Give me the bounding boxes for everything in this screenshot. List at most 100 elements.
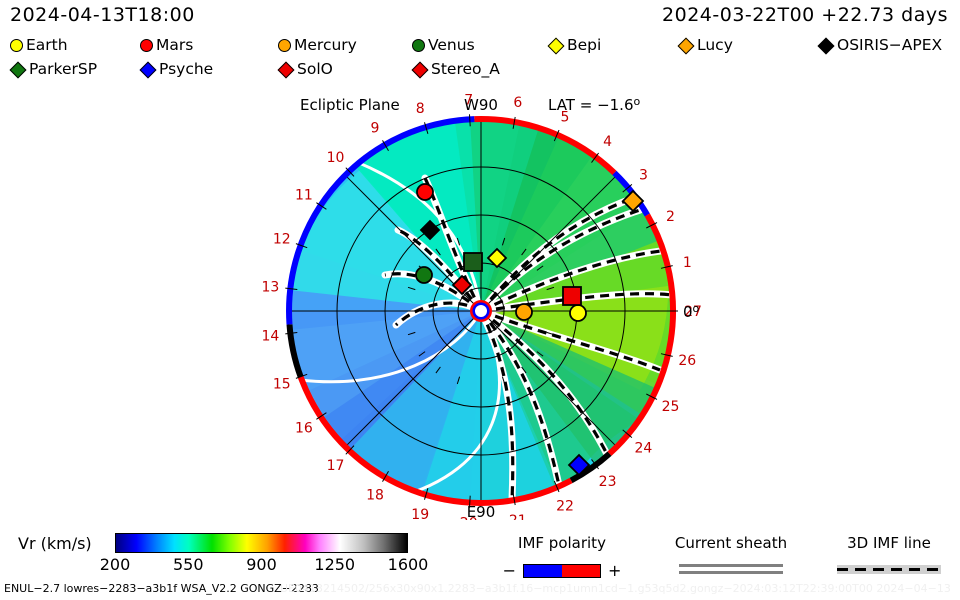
legend-item-osiris-apex: OSIRIS−APEX bbox=[817, 37, 942, 55]
hour-label-9: 9 bbox=[371, 120, 380, 136]
hour-tick-8 bbox=[424, 122, 429, 134]
hour-label-4: 4 bbox=[603, 134, 612, 150]
hour-tick-12 bbox=[295, 243, 308, 249]
venus-marker bbox=[415, 266, 433, 284]
west90-label: W90 bbox=[464, 96, 498, 114]
legend-label-venus: Venus bbox=[428, 36, 475, 54]
parkersp-marker bbox=[463, 252, 483, 272]
hour-tick-4 bbox=[591, 152, 600, 163]
run-id-watermark: UE0413214502/256x30x90x1.2283−a3b1f.16−m… bbox=[280, 582, 951, 595]
hour-label-26: 26 bbox=[678, 353, 696, 369]
legend-item-parkersp: ParkerSP bbox=[9, 61, 97, 79]
imf-3d-line-legend: 3D IMF line bbox=[828, 534, 950, 574]
imf-positive-sign: + bbox=[608, 561, 622, 580]
mars-marker bbox=[416, 183, 434, 201]
hour-label-24: 24 bbox=[634, 440, 652, 456]
hour-tick-16 bbox=[316, 412, 327, 420]
colorbar-tick-labels: 200 550 900 1250 1600 bbox=[100, 555, 430, 575]
legend-item-earth: Earth bbox=[10, 36, 68, 54]
colorbar-tick-1250: 1250 bbox=[314, 555, 356, 574]
hour-tick-17 bbox=[345, 445, 355, 455]
legend-label-earth: Earth bbox=[26, 36, 68, 54]
hour-tick-7 bbox=[469, 114, 471, 127]
lucy-marker bbox=[621, 189, 645, 213]
parkersp-marker-icon bbox=[9, 61, 27, 79]
solo-marker-icon bbox=[277, 61, 295, 79]
earth-marker bbox=[569, 304, 587, 322]
hour-label-12: 12 bbox=[273, 232, 291, 248]
simulation-timestamp: 2024-04-13T18:00 bbox=[10, 4, 195, 26]
run-start-and-offset: 2024-03-22T00 +22.73 days bbox=[662, 4, 948, 26]
hour-tick-23 bbox=[591, 459, 600, 470]
hour-tick-18 bbox=[382, 470, 389, 482]
colorbar-tick-550: 550 bbox=[172, 555, 204, 574]
lucy-marker-icon bbox=[677, 37, 695, 55]
hour-label-15: 15 bbox=[273, 377, 291, 393]
plot-title: Ecliptic Plane bbox=[300, 96, 400, 114]
current-sheath-legend: Current sheath bbox=[665, 534, 797, 578]
imf-3d-line-title: 3D IMF line bbox=[847, 534, 931, 552]
mercury-marker bbox=[515, 303, 533, 321]
imf-negative-swatch bbox=[524, 564, 562, 577]
legend-item-bepi: Bepi bbox=[547, 36, 602, 55]
legend-label-lucy: Lucy bbox=[697, 36, 733, 55]
imf-positive-swatch bbox=[562, 564, 600, 577]
legend-item-solo: SolO bbox=[277, 61, 333, 79]
hour-tick-15 bbox=[295, 373, 308, 379]
hour-tick-3 bbox=[622, 184, 633, 193]
legend-label-mercury: Mercury bbox=[294, 36, 357, 54]
imf-3d-field-line bbox=[384, 177, 673, 501]
imf-polarity-rim bbox=[286, 116, 677, 506]
hour-label-1: 1 bbox=[683, 255, 692, 271]
polar-grid bbox=[289, 119, 673, 503]
hour-label-3: 3 bbox=[639, 168, 648, 184]
zero-degree-label: 0o bbox=[683, 302, 700, 321]
hour-label-27: 27 bbox=[684, 304, 702, 320]
sun-marker bbox=[470, 300, 492, 322]
hour-label-10: 10 bbox=[327, 150, 345, 166]
legend-label-stereo_a: Stereo_A bbox=[431, 60, 500, 79]
hour-label-13: 13 bbox=[261, 279, 279, 295]
hour-label-22: 22 bbox=[556, 499, 574, 515]
hour-label-5: 5 bbox=[561, 109, 570, 125]
current-sheath-swatch bbox=[665, 564, 797, 574]
hour-label-21: 21 bbox=[509, 513, 527, 520]
hour-label-14: 14 bbox=[261, 329, 279, 345]
vr-colorbar bbox=[115, 533, 408, 553]
legend-item-stereo_a: Stereo_A bbox=[411, 60, 500, 79]
body-markers bbox=[415, 183, 645, 477]
hour-tick-2 bbox=[646, 222, 658, 229]
colorbar-tick-900: 900 bbox=[246, 555, 277, 574]
current-sheath-title: Current sheath bbox=[674, 534, 788, 552]
model-version-footer: ENUL−2.7 lowres−2283−a3b1f WSA_V2.2 GONG… bbox=[4, 582, 319, 595]
hour-tick-1 bbox=[660, 265, 673, 269]
legend-label-bepi: Bepi bbox=[567, 36, 602, 55]
venus-marker-icon bbox=[412, 39, 425, 53]
solo-marker bbox=[451, 274, 473, 296]
bepi-marker-icon bbox=[547, 37, 565, 55]
legend-item-mercury: Mercury bbox=[278, 36, 357, 54]
bottom-legend-bar: Vr (km/s) 200 550 900 1250 1600 IMF polarity… bbox=[0, 520, 960, 600]
solar-wind-speed-field bbox=[289, 119, 673, 503]
legend-label-psyche: Psyche bbox=[159, 60, 214, 79]
imf-polarity-swatch bbox=[523, 563, 601, 578]
ecliptic-plane-plot: 1234567891011121314151617181920212223242… bbox=[0, 90, 960, 520]
psyche-marker-icon bbox=[139, 61, 157, 79]
imf-polarity-title: IMF polarity bbox=[518, 534, 606, 552]
osiris-apex-marker-icon bbox=[817, 37, 835, 55]
osiris-apex-marker bbox=[419, 219, 441, 241]
legend-item-lucy: Lucy bbox=[677, 36, 733, 55]
psyche-marker bbox=[567, 453, 591, 477]
hour-label-16: 16 bbox=[295, 421, 313, 437]
legend-item-mars: Mars bbox=[140, 37, 193, 54]
hour-label-11: 11 bbox=[295, 188, 313, 204]
hour-tick-11 bbox=[316, 202, 327, 210]
imf-negative-sign: − bbox=[502, 561, 516, 580]
hour-tick-19 bbox=[424, 488, 429, 500]
earth-marker-icon bbox=[10, 39, 23, 53]
stereo-a-marker bbox=[562, 286, 582, 306]
latitude-label: LAT = −1.6o bbox=[548, 95, 641, 114]
azimuth-hour-labels: 1234567891011121314151617181920212223242… bbox=[261, 92, 701, 520]
hour-tick-9 bbox=[382, 140, 389, 152]
hour-tick-10 bbox=[345, 167, 355, 177]
